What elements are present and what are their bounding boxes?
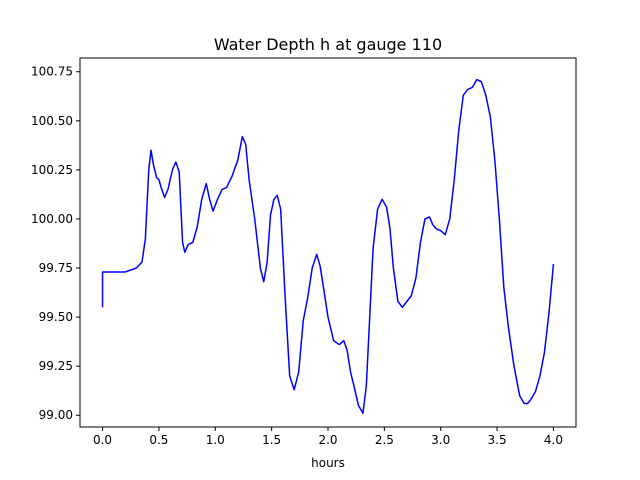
x-tick-label: 0.5 — [149, 433, 168, 447]
x-tick-label: 2.0 — [318, 433, 337, 447]
chart-title: Water Depth h at gauge 110 — [214, 35, 442, 54]
y-tick-label: 99.75 — [39, 261, 73, 275]
x-tick-label: 3.5 — [488, 433, 507, 447]
y-tick-label: 100.75 — [31, 65, 73, 79]
y-tick-label: 100.50 — [31, 114, 73, 128]
x-tick-label: 1.0 — [206, 433, 225, 447]
y-tick-label: 99.25 — [39, 359, 73, 373]
series-layer — [101, 78, 555, 415]
series-line-0 — [101, 78, 555, 415]
x-tick-label: 2.5 — [375, 433, 394, 447]
x-tick-label: 3.0 — [431, 433, 450, 447]
x-axis: 0.0 0.5 1.0 1.5 2.0 2.5 3.0 3.5 4.0 — [93, 427, 563, 447]
x-tick-label: 1.5 — [262, 433, 281, 447]
y-tick-label: 99.50 — [39, 310, 73, 324]
x-tick-label: 0.0 — [93, 433, 112, 447]
y-tick-label: 100.25 — [31, 163, 73, 177]
y-axis: 99.00 99.25 99.50 99.75 100.00 100.25 100.50 10… — [31, 65, 80, 422]
y-tick-label: 100.00 — [31, 212, 73, 226]
x-axis-label: hours — [311, 456, 345, 470]
x-tick-label: 4.0 — [544, 433, 563, 447]
y-tick-label: 99.00 — [39, 408, 73, 422]
